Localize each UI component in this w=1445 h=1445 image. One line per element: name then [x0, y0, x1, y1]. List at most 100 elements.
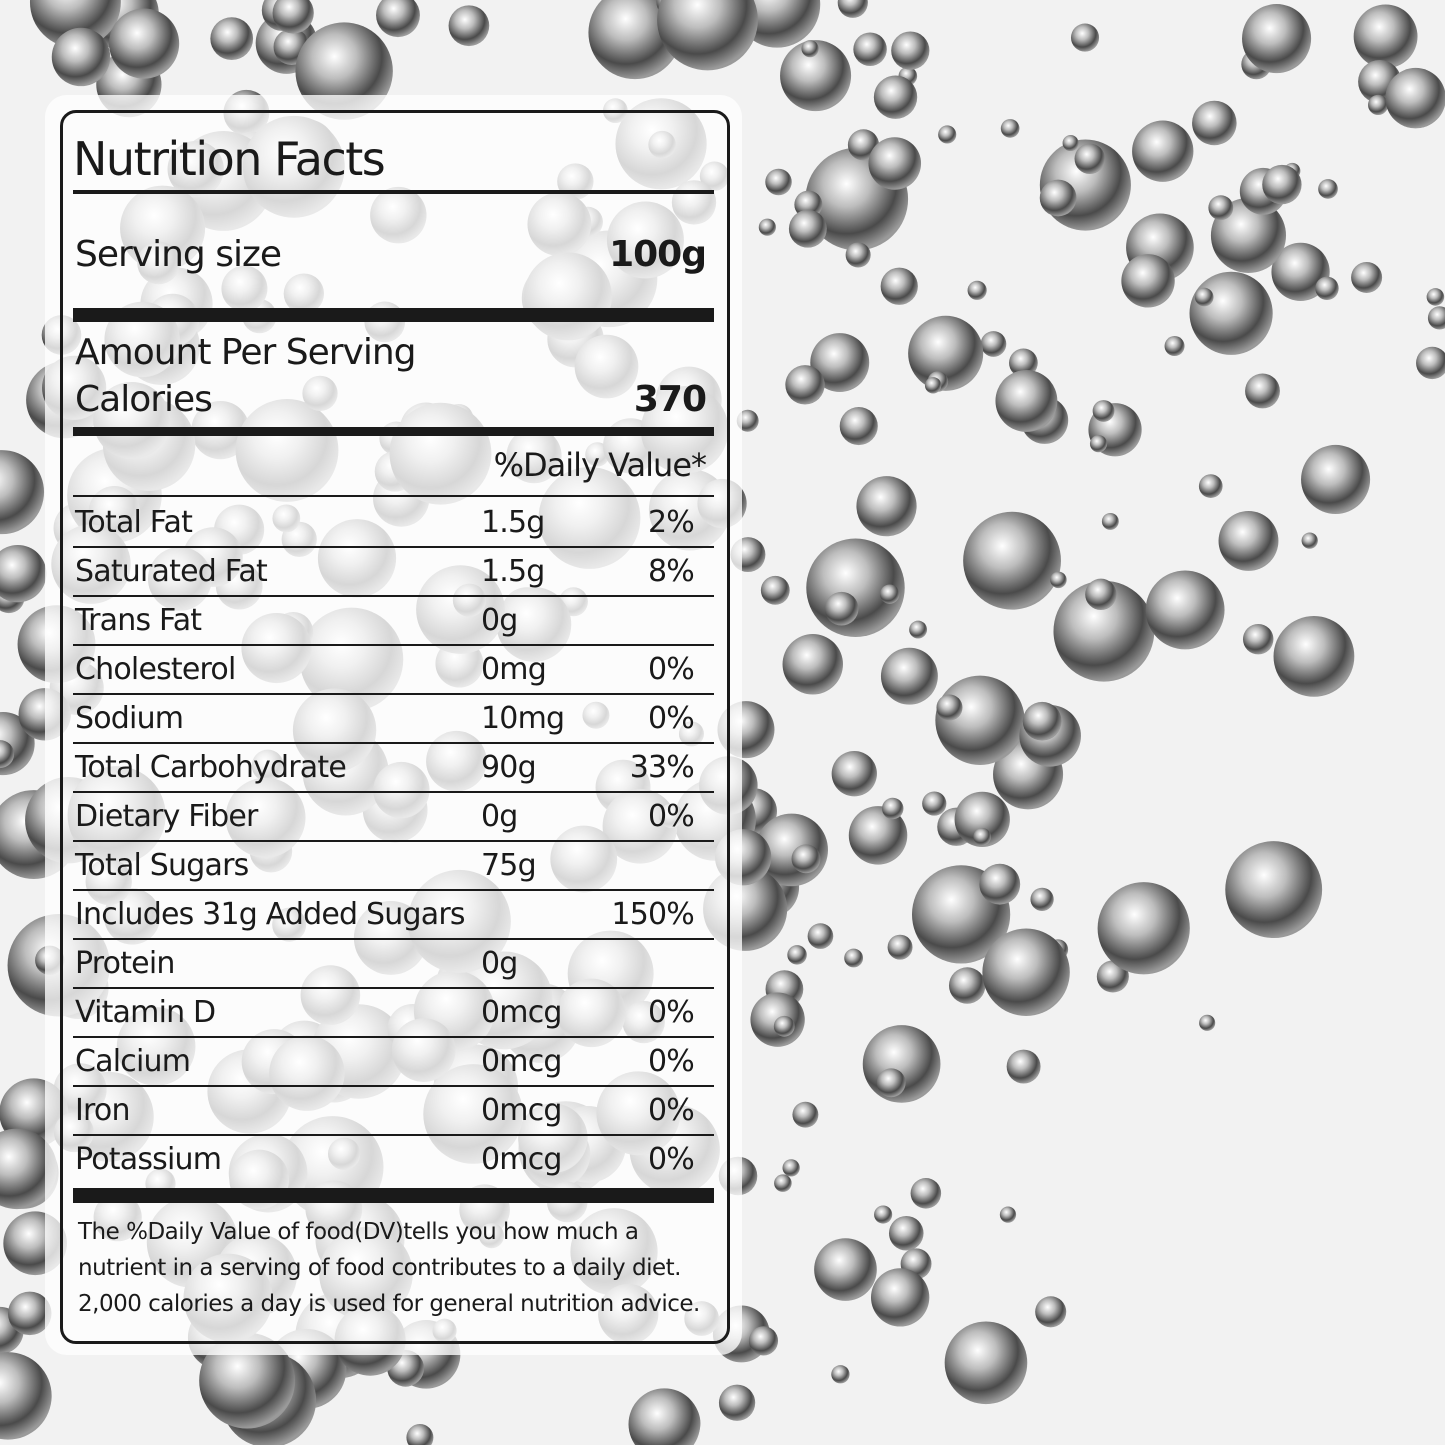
nutrient-name: Total Sugars: [75, 848, 249, 883]
silver-bead: [848, 806, 908, 865]
silver-bead: [963, 511, 1061, 610]
silver-bead: [774, 1174, 792, 1192]
nutrient-row: Potassium 0mcg 0%: [73, 1134, 714, 1183]
nutrient-amount: 0mcg: [481, 995, 562, 1030]
nutrition-card: [45, 95, 742, 1355]
nutrient-daily-value: 0%: [648, 799, 695, 834]
nutrient-name: Total Carbohydrate: [75, 750, 347, 785]
silver-bead: [908, 315, 984, 391]
nutrient-row: Cholesterol 0mg 0%: [73, 644, 714, 695]
nutrient-daily-value: 33%: [629, 750, 695, 785]
silver-bead: [868, 137, 922, 190]
silver-bead: [1070, 23, 1100, 52]
divider: [73, 495, 714, 497]
silver-bead: [376, 0, 420, 38]
silver-bead: [0, 544, 47, 603]
footnote-line: 2,000 calories a day is used for general…: [78, 1291, 700, 1317]
silver-bead: [628, 1388, 701, 1445]
silver-bead: [1225, 841, 1323, 939]
silver-bead: [1132, 120, 1194, 182]
silver-bead: [736, 409, 759, 432]
silver-bead: [787, 945, 807, 965]
silver-bead: [1273, 615, 1355, 697]
nutrient-name: Total Fat: [75, 505, 193, 540]
silver-bead: [880, 584, 900, 604]
nutrient-name: Saturated Fat: [75, 554, 268, 589]
silver-bead: [995, 369, 1058, 432]
nutrient-row: Vitamin D 0mcg 0%: [73, 987, 714, 1038]
silver-bead: [199, 1332, 296, 1429]
medium-divider: [73, 427, 714, 436]
amount-per-serving: Amount Per Serving: [75, 332, 417, 373]
silver-bead: [845, 242, 871, 268]
silver-bead: [909, 620, 928, 639]
nutrient-amount: 0mcg: [481, 1044, 562, 1079]
nutrient-amount: 90g: [481, 750, 537, 785]
silver-bead: [938, 125, 957, 144]
nutrient-row: Trans Fat 0g: [73, 595, 714, 646]
nutrient-amount: 1.5g: [481, 505, 545, 540]
nutrient-name: Protein: [75, 946, 175, 981]
nutrient-amount: 0g: [481, 946, 518, 981]
silver-bead: [801, 40, 819, 58]
silver-bead: [1085, 578, 1117, 611]
nutrient-daily-value: 150%: [611, 897, 694, 932]
nutrient-name: Trans Fat: [75, 603, 202, 638]
silver-bead: [780, 40, 852, 112]
nutrient-name: Calcium: [75, 1044, 191, 1079]
silver-bead: [1199, 1014, 1216, 1031]
nutrient-daily-value: 0%: [648, 652, 695, 687]
silver-bead: [839, 407, 878, 446]
silver-bead: [1097, 882, 1190, 975]
thick-divider: [73, 1188, 714, 1203]
silver-bead: [1194, 287, 1214, 307]
silver-bead: [944, 1321, 1028, 1405]
silver-bead: [910, 1178, 942, 1209]
silver-bead: [844, 948, 864, 968]
silver-bead: [880, 647, 938, 705]
silver-bead: [1351, 261, 1383, 293]
silver-bead: [1022, 701, 1062, 741]
silver-bead: [814, 1238, 877, 1301]
silver-bead: [0, 1128, 58, 1210]
silver-bead: [1009, 348, 1038, 378]
nutrient-name: Cholesterol: [75, 652, 236, 687]
silver-bead: [1198, 474, 1223, 498]
nutrient-row: Total Fat 1.5g 2%: [73, 497, 714, 548]
silver-bead: [748, 1326, 779, 1356]
silver-bead: [788, 209, 827, 248]
silver-bead: [1092, 400, 1115, 422]
nutrient-amount: 0mg: [481, 652, 547, 687]
silver-bead: [807, 923, 834, 949]
silver-bead: [1164, 336, 1185, 357]
silver-bead: [1053, 580, 1155, 682]
silver-bead: [782, 634, 844, 695]
silver-bead: [1050, 571, 1067, 589]
silver-bead: [810, 333, 870, 393]
silver-bead: [1121, 254, 1175, 308]
silver-bead: [831, 1365, 850, 1384]
nutrient-amount: 0mcg: [481, 1142, 562, 1177]
silver-bead: [936, 694, 963, 721]
nutrient-row: Includes 31g Added Sugars 150%: [73, 889, 714, 940]
silver-bead: [765, 168, 792, 196]
silver-bead: [785, 365, 825, 405]
silver-bead: [272, 0, 314, 34]
silver-bead: [1192, 100, 1237, 146]
silver-bead: [1315, 276, 1339, 301]
silver-bead: [973, 828, 991, 846]
silver-bead: [1030, 887, 1054, 911]
silver-bead: [448, 5, 490, 47]
silver-bead: [982, 928, 1070, 1016]
nutrient-amount: 10mg: [481, 701, 565, 736]
silver-bead: [1427, 306, 1445, 330]
silver-bead: [718, 1384, 756, 1421]
silver-bead: [876, 1068, 906, 1098]
silver-bead: [954, 791, 1010, 848]
silver-bead: [824, 591, 859, 626]
silver-bead: [1426, 288, 1445, 306]
silver-bead: [109, 8, 180, 79]
silver-bead: [406, 1424, 434, 1445]
silver-bead: [760, 575, 790, 605]
silver-bead: [792, 1101, 819, 1128]
